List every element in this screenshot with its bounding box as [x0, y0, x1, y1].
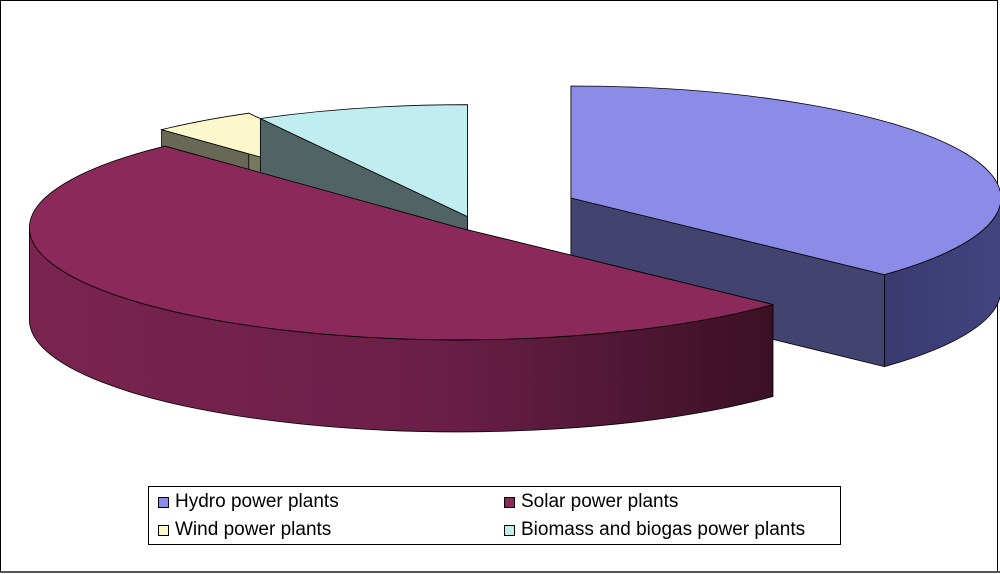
- pie-slice-hydro: [570, 85, 1000, 368]
- legend-item-hydro: Hydro power plants: [158, 490, 339, 514]
- legend-label-hydro: Hydro power plants: [175, 491, 339, 512]
- pie-slice-solar: [28, 145, 775, 433]
- legend: Hydro power plants Solar power plants Wi…: [148, 486, 841, 545]
- legend-item-biomass: Biomass and biogas power plants: [504, 518, 805, 542]
- legend-swatch-hydro: [158, 496, 169, 508]
- legend-swatch-wind: [158, 524, 169, 536]
- pie-slice-hydro-top: [570, 85, 1000, 276]
- pie-slice-solar-top: [29, 145, 775, 341]
- legend-item-wind: Wind power plants: [158, 518, 331, 542]
- legend-label-solar: Solar power plants: [521, 491, 679, 512]
- legend-label-wind: Wind power plants: [175, 519, 332, 540]
- legend-swatch-solar: [504, 496, 515, 508]
- pie-slices: [28, 85, 1000, 433]
- legend-item-solar: Solar power plants: [504, 490, 678, 514]
- legend-label-biomass: Biomass and biogas power plants: [521, 519, 806, 540]
- bottom-rule: [0, 571, 1000, 573]
- pie-slice-biomass-top: [258, 104, 468, 218]
- legend-swatch-biomass: [504, 524, 515, 536]
